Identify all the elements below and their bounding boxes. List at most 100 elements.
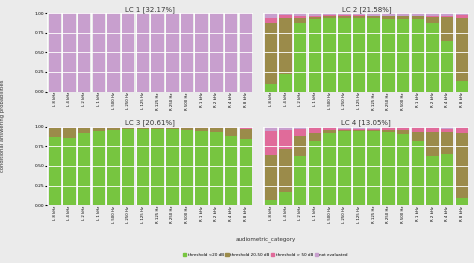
Bar (210, 128, 223, 132)
Bar (323, 127, 336, 128)
Bar (239, 127, 252, 128)
Bar (309, 128, 321, 133)
Bar (63, 127, 76, 128)
Bar (63, 13, 76, 92)
Bar (181, 130, 193, 205)
Bar (137, 128, 149, 129)
Bar (210, 127, 223, 128)
Bar (426, 16, 439, 17)
Bar (279, 74, 292, 92)
Bar (48, 137, 61, 205)
Bar (279, 149, 292, 192)
Bar (107, 130, 120, 205)
Bar (338, 16, 351, 18)
Bar (367, 13, 380, 16)
Bar (338, 132, 351, 205)
Bar (195, 13, 208, 92)
Bar (48, 13, 61, 92)
Bar (323, 15, 336, 16)
Bar (195, 128, 208, 131)
Bar (210, 132, 223, 205)
Bar (456, 198, 468, 205)
Bar (48, 128, 61, 137)
Bar (323, 13, 336, 15)
Bar (426, 156, 439, 205)
Bar (279, 15, 292, 18)
Bar (107, 128, 120, 130)
Bar (239, 13, 252, 92)
Bar (353, 15, 365, 16)
Bar (294, 156, 307, 205)
Bar (294, 13, 307, 16)
Bar (122, 13, 135, 92)
Bar (382, 130, 395, 132)
Bar (323, 133, 336, 205)
Bar (48, 127, 61, 128)
Bar (323, 128, 336, 130)
Bar (122, 129, 135, 205)
Bar (353, 130, 365, 132)
Bar (137, 129, 149, 205)
Bar (137, 13, 149, 92)
Bar (456, 133, 468, 198)
Bar (225, 127, 237, 128)
Bar (382, 132, 395, 205)
Bar (441, 41, 454, 92)
Bar (338, 130, 351, 132)
Bar (264, 18, 277, 23)
Bar (411, 132, 424, 141)
Bar (426, 127, 439, 128)
Bar (323, 130, 336, 133)
Bar (92, 127, 105, 128)
Bar (166, 129, 179, 205)
Title: LC 3 [20.61%]: LC 3 [20.61%] (125, 120, 175, 127)
Bar (166, 13, 179, 92)
Bar (264, 23, 277, 84)
Bar (367, 127, 380, 129)
Bar (309, 13, 321, 16)
Bar (426, 128, 439, 132)
Bar (426, 132, 439, 156)
Bar (353, 18, 365, 92)
Bar (397, 134, 410, 205)
Bar (195, 131, 208, 205)
Bar (411, 13, 424, 16)
Bar (151, 13, 164, 92)
Bar (367, 18, 380, 92)
Bar (279, 130, 292, 149)
Bar (411, 16, 424, 19)
Bar (441, 17, 454, 41)
Bar (382, 16, 395, 19)
Text: audiometric_category: audiometric_category (235, 237, 296, 242)
Bar (181, 127, 193, 128)
Bar (181, 128, 193, 130)
Bar (338, 129, 351, 130)
Bar (279, 192, 292, 205)
Legend: threshold <20 dB, threshold 20-50 dB, threshold > 50 dB, not evaluated: threshold <20 dB, threshold 20-50 dB, th… (182, 251, 349, 258)
Bar (441, 154, 454, 205)
Bar (107, 127, 120, 128)
Bar (456, 13, 468, 15)
Bar (382, 19, 395, 92)
Bar (426, 13, 439, 16)
Bar (397, 19, 410, 92)
Bar (166, 128, 179, 129)
Bar (239, 139, 252, 205)
Bar (239, 129, 252, 139)
Bar (309, 127, 321, 128)
Bar (264, 127, 277, 132)
Bar (309, 16, 321, 17)
Bar (264, 13, 277, 18)
Bar (338, 15, 351, 16)
Bar (441, 127, 454, 129)
Bar (382, 127, 395, 128)
Bar (309, 133, 321, 141)
Bar (441, 13, 454, 16)
Bar (294, 23, 307, 92)
Title: LC 1 [32.17%]: LC 1 [32.17%] (125, 6, 175, 13)
Bar (367, 129, 380, 130)
Bar (92, 13, 105, 92)
Bar (309, 17, 321, 19)
Bar (264, 200, 277, 205)
Bar (323, 16, 336, 18)
